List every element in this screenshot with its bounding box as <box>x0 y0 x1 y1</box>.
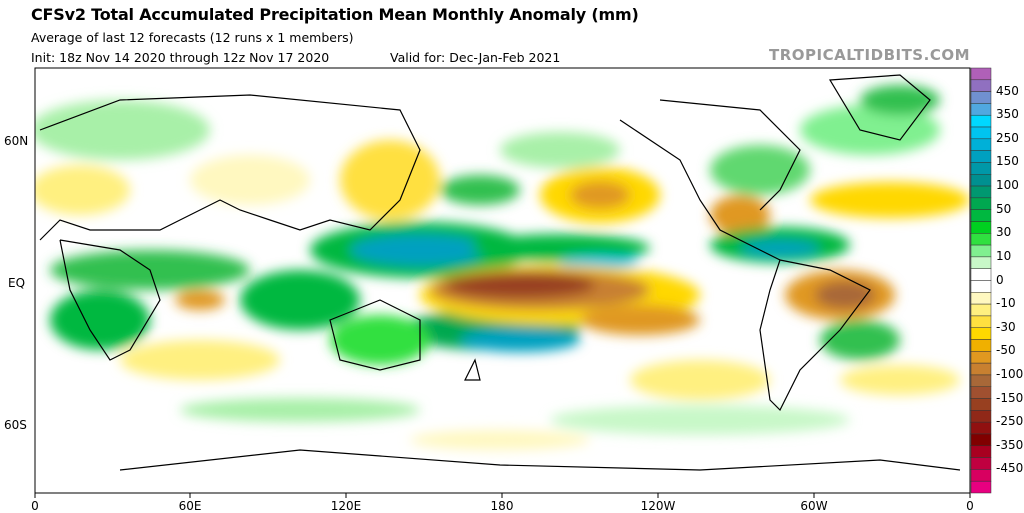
lon-label: 0 <box>31 499 39 513</box>
colorbar-swatch <box>970 303 992 317</box>
colorbar-swatch <box>970 362 992 376</box>
lon-label: 120E <box>331 499 362 513</box>
colorbar-swatch <box>970 327 992 340</box>
colorbar-swatch <box>970 315 992 328</box>
colorbar-swatch <box>970 386 992 399</box>
colorbar-label: -450 <box>996 461 1024 476</box>
colorbar-label: 0 <box>996 272 1004 287</box>
colorbar-swatch <box>970 197 992 210</box>
colorbar-swatch <box>970 445 992 458</box>
colorbar-label: 10 <box>996 248 1012 263</box>
colorbar-swatch <box>970 126 992 140</box>
colorbar-swatch <box>970 209 992 222</box>
lat-label-eq: EQ <box>8 276 25 290</box>
colorbar-swatch <box>970 421 992 435</box>
map-title: CFSv2 Total Accumulated Precipitation Me… <box>31 5 639 24</box>
colorbar-label: -30 <box>996 319 1016 334</box>
colorbar-swatch <box>970 67 992 81</box>
colorbar-swatch <box>970 150 992 163</box>
colorbar-swatch <box>970 244 992 258</box>
colorbar-swatch <box>970 280 992 293</box>
lon-label: 60W <box>800 499 827 513</box>
colorbar-swatch <box>970 268 992 281</box>
colorbar-swatch <box>970 433 992 447</box>
colorbar-swatch <box>970 256 992 269</box>
colorbar-swatch <box>970 292 992 305</box>
colorbar-swatch <box>970 480 992 494</box>
colorbar-label: -350 <box>996 437 1024 452</box>
colorbar <box>970 67 992 494</box>
valid-text: Valid for: Dec-Jan-Feb 2021 <box>390 50 561 65</box>
colorbar-swatch <box>970 79 992 92</box>
colorbar-swatch <box>970 91 992 104</box>
colorbar-swatch <box>970 339 992 352</box>
colorbar-label: -150 <box>996 390 1024 405</box>
colorbar-label: -50 <box>996 343 1016 358</box>
colorbar-swatch <box>970 162 992 175</box>
colorbar-swatch <box>970 457 992 470</box>
colorbar-label: 150 <box>996 154 1019 169</box>
colorbar-label: 50 <box>996 201 1012 216</box>
lat-label-60s: 60S <box>4 418 27 432</box>
lon-labels: 0 60E 120E 180 120W 60W 0 <box>31 493 974 513</box>
colorbar-swatch <box>970 185 992 199</box>
colorbar-swatch <box>970 103 992 116</box>
lon-label: 120W <box>641 499 676 513</box>
colorbar-label: 350 <box>996 107 1019 122</box>
colorbar-swatch <box>970 221 992 234</box>
colorbar-swatch <box>970 410 992 423</box>
colorbar-swatch <box>970 114 992 128</box>
colorbar-label: 450 <box>996 83 1019 98</box>
colorbar-label: -10 <box>996 296 1016 311</box>
lon-label: 180 <box>491 499 514 513</box>
colorbar-label: 100 <box>996 178 1019 193</box>
colorbar-swatch <box>970 233 992 246</box>
colorbar-swatch <box>970 398 992 411</box>
colorbar-swatch <box>970 469 992 482</box>
map-subtitle: Average of last 12 forecasts (12 runs x … <box>31 30 354 45</box>
lat-label-60n: 60N <box>4 134 28 148</box>
colorbar-label: -250 <box>996 414 1024 429</box>
watermark: TROPICALTIDBITS.COM <box>769 46 970 64</box>
colorbar-swatch <box>970 374 992 388</box>
init-text: Init: 18z Nov 14 2020 through 12z Nov 17… <box>31 50 330 65</box>
anomaly-field <box>35 85 970 450</box>
colorbar-swatch <box>970 351 992 364</box>
colorbar-swatch <box>970 138 992 151</box>
lon-label: 60E <box>179 499 202 513</box>
colorbar-label: -100 <box>996 366 1024 381</box>
colorbar-label: 30 <box>996 225 1012 240</box>
colorbar-swatch <box>970 174 992 187</box>
lon-label: 0 <box>966 499 974 513</box>
colorbar-label: 250 <box>996 130 1019 145</box>
coastlines <box>39 74 961 471</box>
lat-labels: 60N EQ 60S <box>4 134 28 432</box>
